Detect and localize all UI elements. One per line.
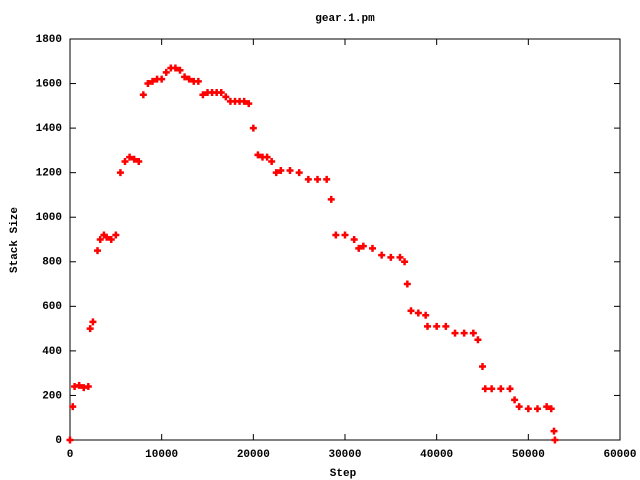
point [158,75,166,83]
point [488,385,496,393]
point [511,396,519,404]
point [254,151,262,159]
point [341,231,349,239]
x-tick-label: 60000 [603,449,636,461]
point [424,322,431,330]
point [304,175,312,183]
point [369,244,376,252]
y-tick-label: 200 [42,390,62,402]
point [378,251,386,259]
point [550,427,558,435]
point [433,322,441,330]
y-tick-label: 400 [42,346,62,358]
point [112,231,120,239]
point [199,91,207,99]
x-tick-label: 50000 [512,449,545,461]
point [139,91,147,99]
point [524,405,532,413]
point [327,195,335,203]
point [323,175,331,183]
point [401,258,409,266]
point [69,403,77,411]
y-tick-label: 800 [42,257,62,269]
point [272,169,280,177]
point [185,75,193,83]
point [66,436,74,444]
y-axis-label: Stack Size [9,207,21,273]
x-tick-label: 30000 [328,449,361,461]
point [314,175,321,183]
point [89,318,97,326]
point [547,405,555,413]
point [84,383,92,391]
point [479,362,486,370]
x-tick-label: 40000 [420,449,453,461]
point [149,77,156,85]
point [240,97,248,105]
point [126,153,134,161]
point [387,253,395,261]
point [350,236,358,243]
point [103,233,111,241]
point [543,403,551,411]
y-tick-label: 1400 [36,123,62,135]
chart-title: gear.1.pm [315,13,375,25]
point [277,166,285,174]
y-tick-label: 1200 [36,168,62,180]
point [295,169,303,177]
point [396,253,404,261]
y-tick-label: 1600 [36,78,62,90]
x-tick-label: 0 [67,449,74,461]
point [407,307,415,315]
point [107,236,115,243]
point [94,247,101,255]
x-tick-label: 20000 [237,449,270,461]
point [130,155,138,163]
point [249,124,257,132]
point [144,80,152,88]
point [222,93,230,101]
point [263,153,271,161]
point [497,385,505,393]
point [534,405,541,413]
point [355,244,363,252]
point [442,322,450,330]
point [86,325,94,333]
point [121,158,129,166]
point [116,169,124,177]
y-tick-label: 1000 [36,212,62,224]
point [135,158,143,166]
point [162,68,170,76]
point [403,280,411,288]
point [414,309,422,317]
point [451,329,459,337]
y-tick-label: 600 [42,301,62,313]
x-tick-label: 10000 [145,449,178,461]
point [96,236,104,243]
point [469,329,477,337]
point [551,436,559,444]
point [268,158,276,166]
point [422,311,430,319]
x-axis-label: Step [330,468,357,480]
point [515,403,523,411]
point [75,381,83,389]
y-tick-label: 1800 [36,34,62,46]
point [359,242,367,250]
point [286,166,294,174]
point [194,77,202,85]
point [176,66,184,74]
point [181,73,189,81]
point [245,100,253,108]
point [481,385,489,393]
point [171,64,179,72]
y-tick-label: 0 [55,435,62,447]
point [217,88,225,96]
point [332,231,340,239]
point [506,385,514,393]
point [460,329,468,337]
plot-border [69,38,621,441]
point [474,336,482,344]
